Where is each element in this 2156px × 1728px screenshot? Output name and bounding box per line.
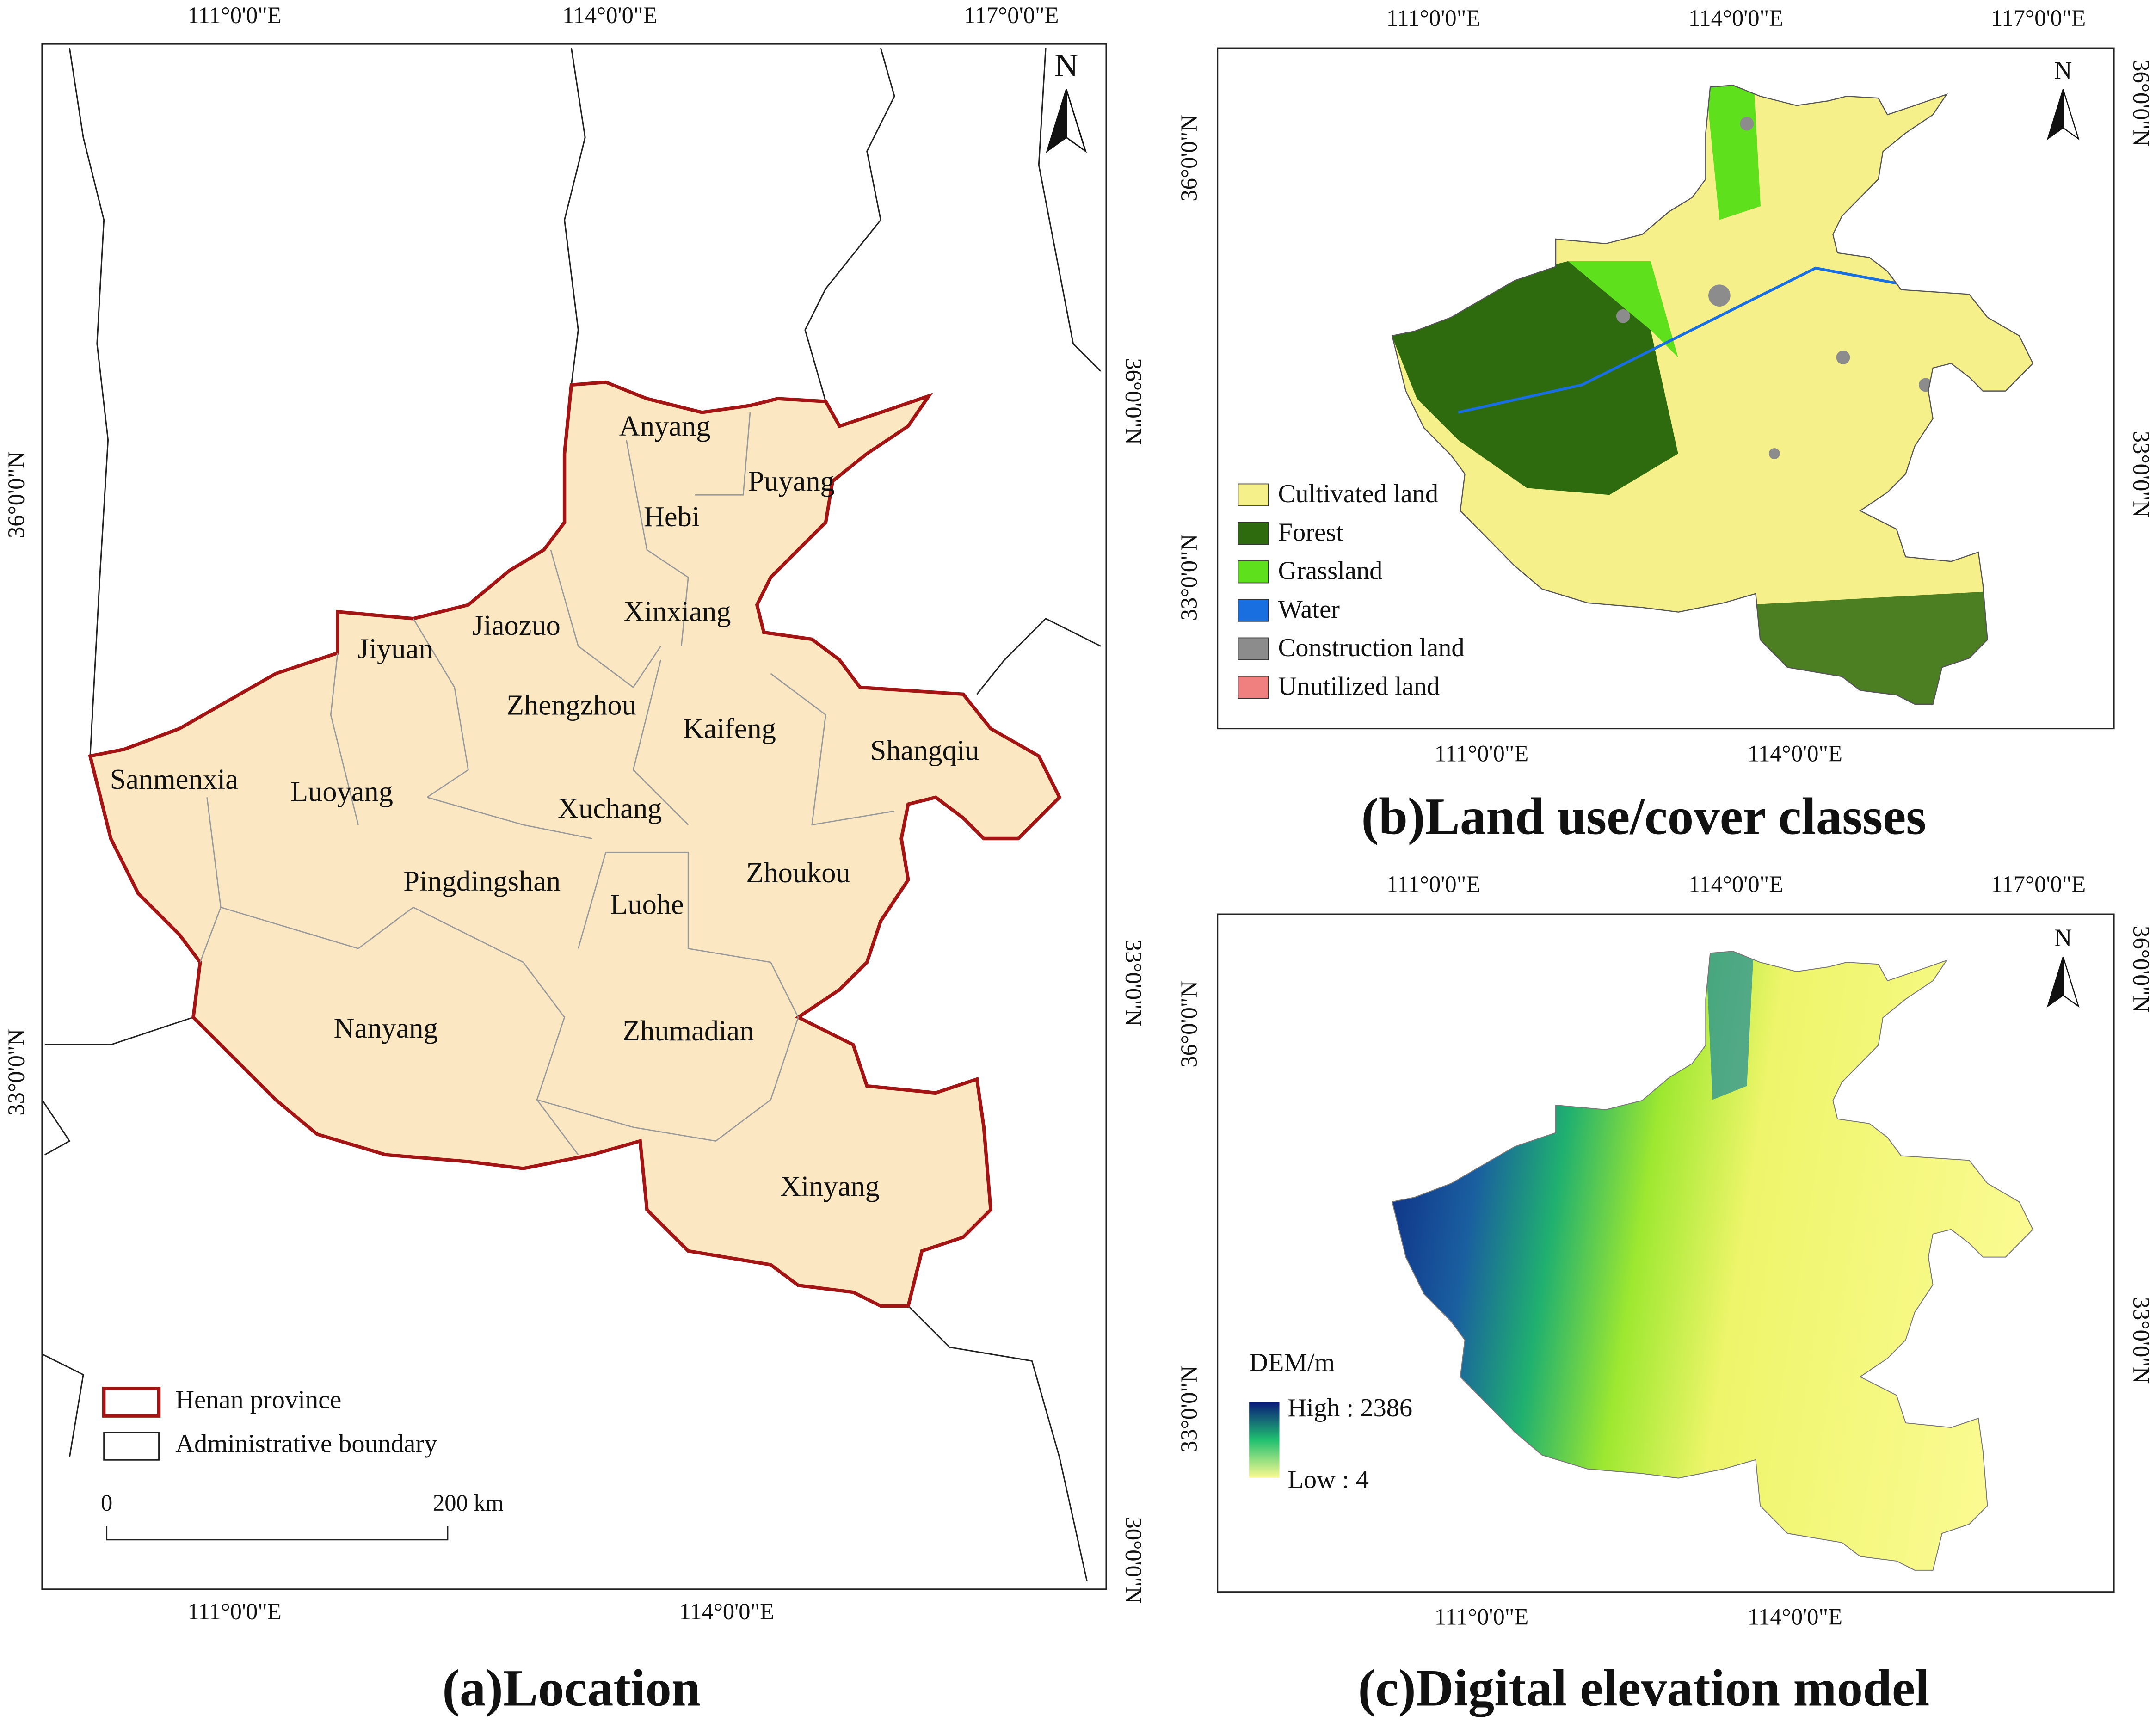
legend-swatch xyxy=(1238,676,1269,699)
bottom-axis-label: 111°0'0"E xyxy=(1435,741,1528,767)
city-label: Zhumadian xyxy=(622,1015,754,1047)
bottom-axis-label: 114°0'0"E xyxy=(1748,1604,1842,1630)
scale-label: 200 km xyxy=(433,1490,504,1516)
city-label: Pingdingshan xyxy=(403,865,561,897)
legend-label: Water xyxy=(1278,595,1340,624)
city-label: Nanyang xyxy=(333,1012,437,1044)
left-axis-label: 33°0'0"N xyxy=(1176,534,1202,621)
city-label: Jiyuan xyxy=(357,633,433,665)
legend-swatch xyxy=(1238,599,1269,622)
bottom-axis-label: 111°0'0"E xyxy=(1435,1604,1528,1630)
city-label: Puyang xyxy=(748,465,834,497)
city-label: Jiaozuo xyxy=(472,609,561,641)
top-axis-label: 114°0'0"E xyxy=(1688,871,1783,897)
left-axis-label: 36°0'0"N xyxy=(1176,981,1202,1068)
city-label: Xinyang xyxy=(780,1170,880,1202)
top-axis-label: 111°0'0"E xyxy=(1386,5,1480,31)
left-axis-label: 36°0'0"N xyxy=(3,452,29,539)
panel-a: 111°0'0"E 114°0'0"E 117°0'0"E 111°0'0"E … xyxy=(3,2,1146,1717)
legend-swatch xyxy=(1238,637,1269,660)
city-label: Sanmenxia xyxy=(110,763,238,795)
legend-label: Cultivated land xyxy=(1278,480,1439,508)
legend-label: Administrative boundary xyxy=(175,1430,437,1458)
panel-title: (a)Location xyxy=(442,1660,701,1717)
dem-legend-ramp xyxy=(1249,1402,1280,1478)
north-label: N xyxy=(2054,56,2072,84)
city-label: Xinxiang xyxy=(623,595,731,627)
top-axis-label: 114°0'0"E xyxy=(562,2,657,28)
top-axis-label: 117°0'0"E xyxy=(1991,871,2086,897)
panel-b: 111°0'0"E 114°0'0"E 117°0'0"E 111°0'0"E … xyxy=(1176,5,2154,846)
legend-swatch xyxy=(1238,483,1269,506)
left-axis-label: 33°0'0"N xyxy=(1176,1366,1202,1452)
left-axis-label: 33°0'0"N xyxy=(3,1029,29,1116)
dem-legend-high: High : 2386 xyxy=(1287,1394,1412,1422)
city-label: Xuchang xyxy=(558,792,662,824)
scale-label: 0 xyxy=(101,1490,112,1516)
legend-swatch xyxy=(103,1432,160,1461)
bottom-axis-label: 114°0'0"E xyxy=(679,1599,774,1624)
top-axis-label: 117°0'0"E xyxy=(964,2,1059,28)
city-label: Shangqiu xyxy=(870,734,979,767)
right-axis-label: 30°0'0"N xyxy=(1121,1517,1146,1604)
right-axis-label: 36°0'0"N xyxy=(1121,358,1146,445)
bottom-axis-label: 114°0'0"E xyxy=(1748,741,1842,767)
legend-label: Henan province xyxy=(175,1385,341,1414)
top-axis-label: 111°0'0"E xyxy=(1386,871,1480,897)
legend-label: Unutilized land xyxy=(1278,672,1440,701)
right-axis-label: 36°0'0"N xyxy=(2128,60,2154,146)
panel-c: 111°0'0"E 114°0'0"E 117°0'0"E 111°0'0"E … xyxy=(1176,871,2154,1717)
city-label: Anyang xyxy=(619,410,711,442)
city-label: Luoyang xyxy=(290,775,393,808)
legend-label: Grassland xyxy=(1278,557,1383,585)
dem-legend-title: DEM/m xyxy=(1249,1348,1335,1377)
north-label: N xyxy=(1054,47,1078,84)
top-axis-label: 111°0'0"E xyxy=(187,2,281,28)
city-label: Kaifeng xyxy=(683,712,776,744)
panel-title: (c)Digital elevation model xyxy=(1358,1660,1929,1717)
right-axis-label: 33°0'0"N xyxy=(1121,940,1146,1026)
legend-label: Construction land xyxy=(1278,633,1465,662)
left-axis-label: 36°0'0"N xyxy=(1176,115,1202,201)
top-axis-label: 117°0'0"E xyxy=(1991,5,2086,31)
legend-label: Forest xyxy=(1278,518,1343,547)
legend-swatch xyxy=(1238,522,1269,545)
city-label: Zhengzhou xyxy=(506,689,636,721)
right-axis-label: 36°0'0"N xyxy=(2128,926,2154,1012)
bottom-axis-label: 111°0'0"E xyxy=(187,1599,281,1624)
right-axis-label: 33°0'0"N xyxy=(2128,431,2154,518)
dem-legend-low: Low : 4 xyxy=(1287,1465,1369,1494)
scale-bar xyxy=(106,1525,449,1541)
city-label: Hebi xyxy=(644,500,700,533)
right-axis-label: 33°0'0"N xyxy=(2128,1297,2154,1384)
legend-swatch xyxy=(102,1386,161,1418)
city-boundary xyxy=(199,412,895,1156)
admin-boundary xyxy=(41,48,1102,1581)
north-label: N xyxy=(2054,924,2072,952)
top-axis-label: 114°0'0"E xyxy=(1688,5,1783,31)
city-label: Luohe xyxy=(610,888,684,920)
legend-swatch xyxy=(1238,560,1269,584)
panel-title: (b)Land use/cover classes xyxy=(1361,788,1926,846)
city-label: Zhoukou xyxy=(746,856,850,889)
